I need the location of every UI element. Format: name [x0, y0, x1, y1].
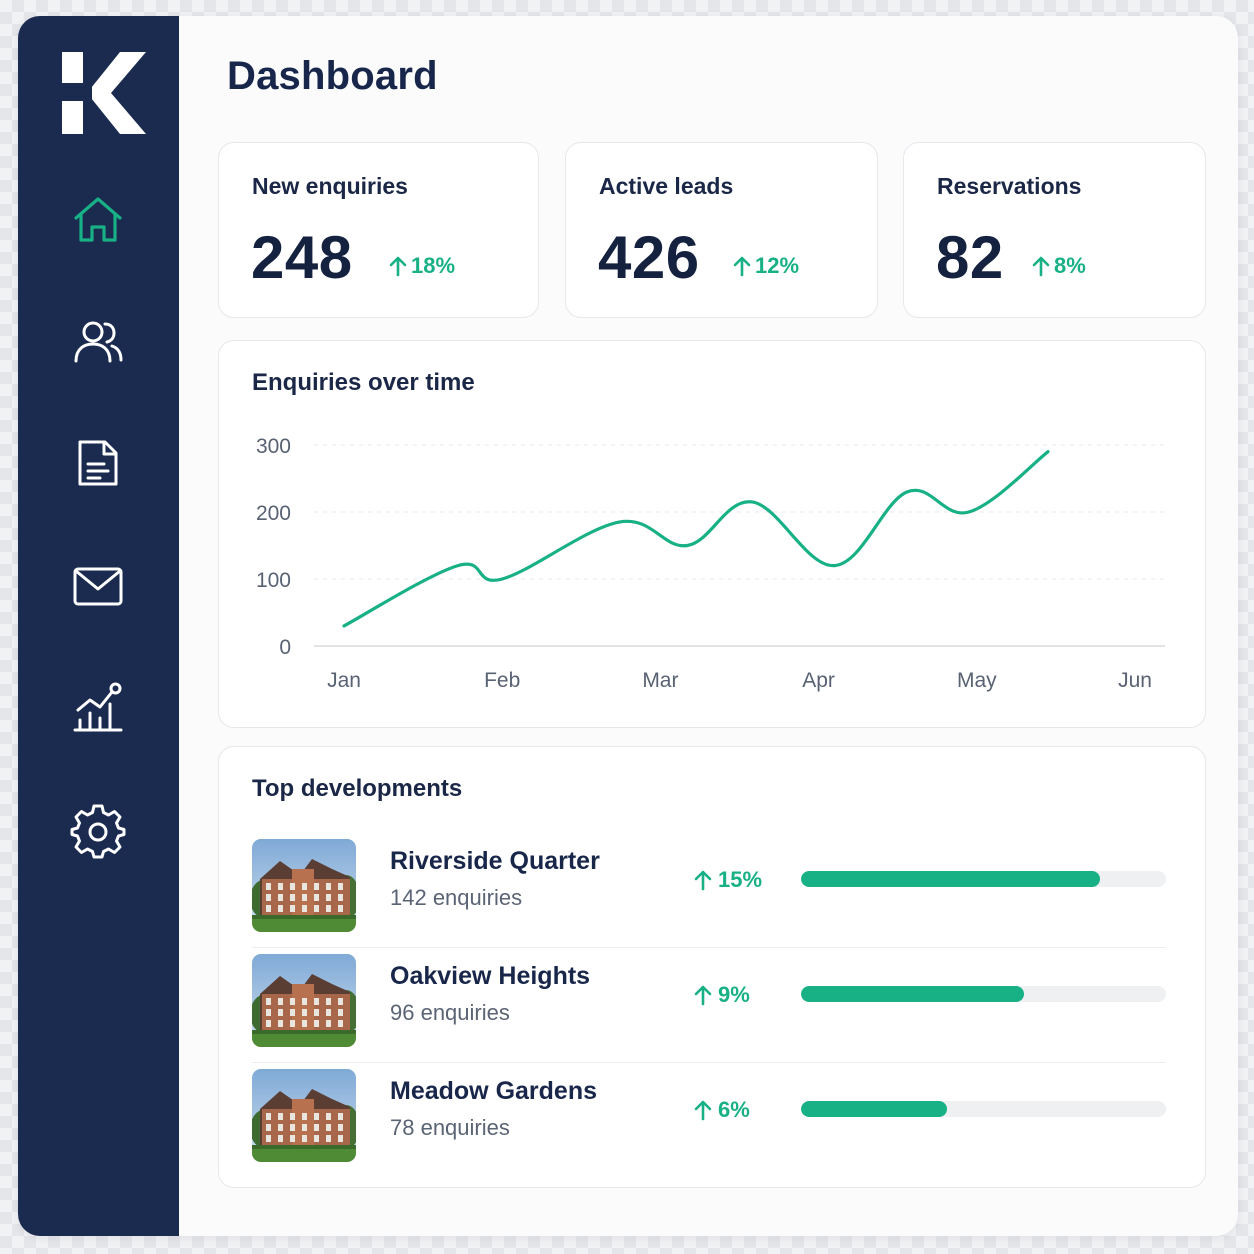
stat-change: 12%: [733, 253, 799, 279]
x-tick-label: May: [957, 669, 997, 692]
y-tick-label: 100: [256, 569, 291, 592]
development-change-value: 15%: [718, 867, 763, 892]
progress-fill: [801, 986, 1024, 1002]
progress-bar: [801, 871, 1166, 887]
stat-change-value: 18%: [411, 253, 456, 278]
document-icon: [78, 440, 118, 486]
stat-change: 18%: [389, 253, 455, 279]
analytics-icon: [73, 682, 123, 732]
arrow-up-icon: [733, 256, 751, 277]
progress-bar: [801, 1101, 1166, 1117]
list-item[interactable]: Meadow Gardens 78 enquiries 6%: [252, 1063, 1166, 1178]
progress-fill: [801, 871, 1101, 887]
stat-card-new-enquiries[interactable]: New enquiries 248 18%: [218, 142, 539, 318]
mail-icon: [73, 567, 123, 606]
stat-label: Reservations: [937, 173, 1082, 199]
y-tick-label: 300: [256, 435, 291, 458]
development-count: 78 enquiries: [390, 1115, 510, 1140]
arrow-up-icon: [1032, 256, 1050, 277]
series-line: [342, 450, 1050, 628]
x-tick-label: Mar: [642, 669, 678, 692]
sidebar-item-home[interactable]: [66, 188, 130, 252]
page-title: Dashboard: [227, 54, 438, 98]
stat-label: Active leads: [599, 173, 734, 199]
chart-title: Enquiries over time: [252, 369, 475, 396]
x-tick-label: Jun: [1118, 669, 1152, 692]
stat-value: 248: [251, 224, 353, 291]
stat-value: 82: [936, 224, 1004, 291]
users-icon: [74, 321, 123, 363]
list-item[interactable]: Riverside Quarter 142 enquiries 15%: [252, 833, 1166, 948]
development-name: Oakview Heights: [390, 962, 591, 990]
stat-value: 426: [598, 224, 700, 291]
development-count: 96 enquiries: [390, 1000, 510, 1025]
sidebar-item-users[interactable]: [66, 309, 130, 373]
development-change: 9%: [694, 982, 750, 1008]
arrow-up-icon: [694, 1100, 712, 1121]
list-item[interactable]: Oakview Heights 96 enquiries 9%: [252, 948, 1166, 1063]
stat-label: New enquiries: [252, 173, 408, 199]
development-thumbnail: [252, 1069, 356, 1162]
stat-card-reservations[interactable]: Reservations 82 8%: [903, 142, 1206, 318]
y-tick-label: 0: [279, 636, 291, 659]
main-content: Dashboard New enquiries 248 18% Active l…: [179, 16, 1238, 1236]
stat-change-value: 8%: [1054, 253, 1086, 278]
stat-card-active-leads[interactable]: Active leads 426 12%: [565, 142, 878, 318]
development-thumbnail: [252, 839, 356, 932]
development-count: 142 enquiries: [390, 885, 523, 910]
home-icon: [74, 197, 122, 242]
x-tick-label: Jan: [327, 669, 361, 692]
stat-change-value: 12%: [755, 253, 800, 278]
development-name: Meadow Gardens: [390, 1077, 597, 1105]
progress-fill: [801, 1101, 947, 1117]
y-tick-label: 200: [256, 502, 291, 525]
sidebar: [18, 16, 179, 1236]
arrow-up-icon: [694, 985, 712, 1006]
dashboard-app: Dashboard New enquiries 248 18% Active l…: [18, 16, 1238, 1236]
sidebar-item-messages[interactable]: [66, 554, 130, 618]
sidebar-item-documents[interactable]: [66, 431, 130, 495]
k-logo-icon[interactable]: [62, 52, 146, 134]
settings-icon: [70, 804, 126, 859]
progress-bar: [801, 986, 1166, 1002]
arrow-up-icon: [694, 870, 712, 891]
sidebar-item-analytics[interactable]: [66, 676, 130, 740]
development-change-value: 6%: [718, 1097, 750, 1122]
stat-change: 8%: [1032, 253, 1086, 279]
x-tick-label: Feb: [484, 669, 520, 692]
development-change: 6%: [694, 1097, 750, 1123]
x-tick-label: Apr: [802, 669, 835, 692]
top-developments-card: Top developments Riverside Quarter 142 e…: [218, 746, 1206, 1188]
enquiries-line-chart: 0 100 200 300 Jan Feb Mar Apr May Jun: [256, 435, 1165, 692]
development-change: 15%: [694, 867, 762, 893]
development-name: Riverside Quarter: [390, 847, 600, 875]
enquiries-chart-card: Enquiries over time 0 100 200 300 Jan Feb Mar A…: [218, 340, 1206, 728]
development-change-value: 9%: [718, 982, 750, 1007]
developments-title: Top developments: [252, 775, 463, 802]
arrow-up-icon: [389, 256, 407, 277]
sidebar-item-settings[interactable]: [66, 800, 130, 864]
development-thumbnail: [252, 954, 356, 1047]
